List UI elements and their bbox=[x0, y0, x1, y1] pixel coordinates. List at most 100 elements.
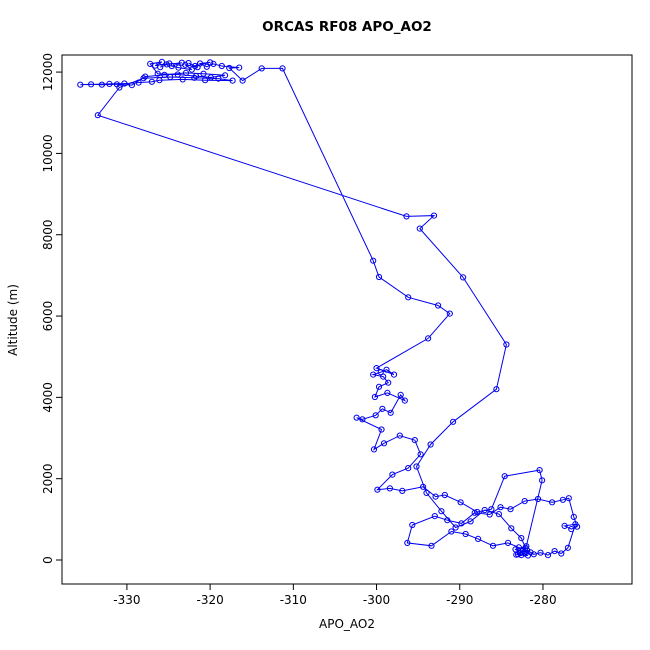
data-point bbox=[441, 491, 448, 499]
data-point bbox=[194, 64, 201, 71]
x-tick-label: -330 bbox=[113, 593, 140, 607]
data-point bbox=[191, 74, 198, 81]
data-point bbox=[446, 310, 453, 317]
data-point bbox=[507, 506, 514, 513]
data-point bbox=[202, 77, 209, 84]
data-point bbox=[425, 335, 432, 342]
data-point bbox=[377, 369, 384, 376]
data-point bbox=[389, 471, 396, 478]
data-point bbox=[537, 549, 544, 556]
data-point bbox=[148, 78, 155, 85]
data-point bbox=[156, 77, 163, 84]
data-point bbox=[475, 535, 482, 543]
data-point bbox=[558, 550, 565, 557]
x-tick-label: -310 bbox=[280, 593, 307, 607]
data-point bbox=[375, 383, 383, 390]
data-point bbox=[474, 508, 481, 516]
data-point bbox=[222, 72, 229, 79]
data-point bbox=[188, 66, 195, 73]
data-point bbox=[182, 69, 190, 77]
data-point bbox=[158, 58, 165, 66]
data-point bbox=[135, 79, 142, 86]
data-point bbox=[405, 294, 412, 301]
data-point bbox=[427, 441, 434, 448]
data-point bbox=[409, 521, 416, 529]
data-point bbox=[167, 73, 174, 81]
data-point bbox=[106, 80, 113, 88]
data-point bbox=[431, 513, 438, 520]
data-point bbox=[420, 483, 427, 490]
data-point bbox=[399, 487, 406, 494]
data-point bbox=[373, 365, 380, 372]
data-point bbox=[371, 393, 378, 401]
data-point bbox=[375, 273, 383, 281]
data-point bbox=[226, 64, 233, 72]
data-point bbox=[140, 75, 147, 82]
data-point bbox=[385, 379, 392, 386]
data-point bbox=[200, 70, 207, 77]
data-point bbox=[493, 386, 500, 393]
data-point bbox=[544, 552, 552, 559]
data-point bbox=[178, 59, 185, 66]
data-point bbox=[94, 112, 101, 119]
data-point bbox=[495, 510, 502, 518]
data-point bbox=[489, 542, 497, 549]
data-point bbox=[457, 499, 464, 506]
data-point bbox=[416, 225, 423, 232]
data-point bbox=[174, 71, 181, 78]
data-point bbox=[384, 389, 391, 396]
data-point bbox=[572, 521, 579, 528]
data-point bbox=[486, 511, 493, 518]
data-point bbox=[435, 302, 442, 309]
data-point bbox=[390, 371, 398, 378]
data-point bbox=[175, 64, 182, 71]
chart-title: ORCAS RF08 APO_AO2 bbox=[262, 19, 432, 35]
data-point bbox=[121, 80, 128, 87]
data-point bbox=[98, 81, 106, 88]
data-point bbox=[516, 550, 523, 557]
data-point bbox=[185, 60, 192, 67]
data-point bbox=[423, 489, 430, 496]
data-point bbox=[179, 76, 186, 83]
data-point bbox=[203, 63, 210, 70]
data-point bbox=[359, 416, 366, 423]
data-point bbox=[258, 65, 265, 72]
data-point bbox=[497, 504, 504, 511]
y-tick-label: 8000 bbox=[41, 219, 55, 250]
data-point bbox=[564, 544, 572, 551]
data-series bbox=[77, 58, 581, 559]
y-tick-label: 6000 bbox=[41, 301, 55, 332]
data-point bbox=[147, 60, 154, 68]
data-point bbox=[530, 551, 537, 558]
data-point bbox=[450, 418, 457, 425]
data-point bbox=[551, 548, 558, 555]
x-tick-label: -300 bbox=[363, 593, 390, 607]
data-point bbox=[401, 397, 408, 404]
data-point bbox=[116, 84, 123, 91]
data-point bbox=[404, 539, 411, 547]
data-point bbox=[77, 81, 84, 88]
data-point bbox=[88, 81, 95, 88]
data-point bbox=[413, 463, 420, 470]
data-point bbox=[386, 485, 393, 492]
data-point bbox=[372, 412, 379, 419]
data-point bbox=[166, 60, 173, 67]
data-point bbox=[405, 465, 412, 472]
data-point bbox=[370, 257, 377, 264]
data-point bbox=[417, 451, 424, 458]
axis-ticks: -330 -320 -310 -300 -290 -280 0 2000 4000 6000 800… bbox=[41, 53, 557, 607]
data-point bbox=[539, 477, 546, 484]
data-point bbox=[522, 544, 529, 551]
data-point bbox=[432, 493, 439, 500]
data-point bbox=[218, 62, 225, 70]
data-point bbox=[370, 446, 378, 453]
data-point bbox=[142, 73, 149, 80]
data-point bbox=[508, 525, 515, 532]
data-point bbox=[239, 77, 246, 84]
data-point bbox=[467, 518, 474, 525]
x-axis-label: APO_AO2 bbox=[319, 617, 375, 631]
data-point bbox=[378, 426, 385, 433]
data-point bbox=[488, 506, 495, 513]
data-point bbox=[438, 508, 445, 515]
